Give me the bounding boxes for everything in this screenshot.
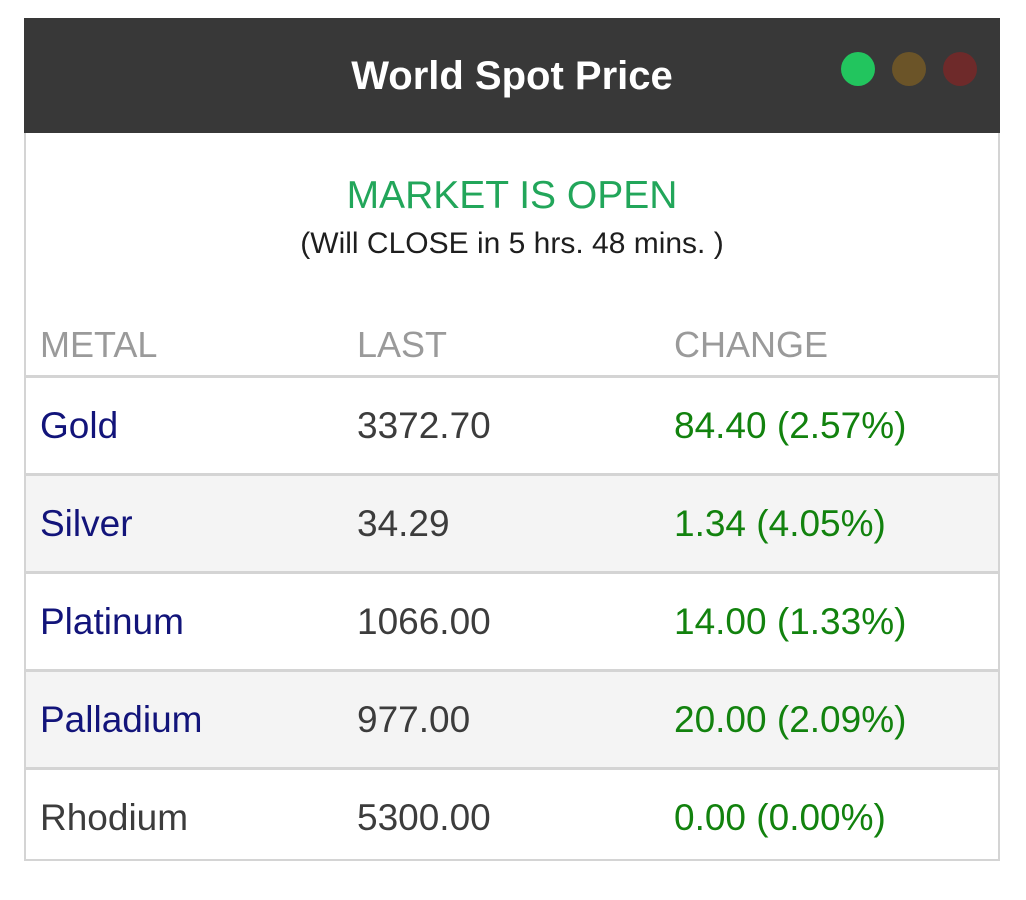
last-price: 977.00: [357, 699, 471, 740]
market-status: MARKET IS OPEN: [346, 174, 678, 217]
red-dot-icon[interactable]: [943, 52, 977, 86]
last-price: 34.29: [357, 503, 450, 544]
metal-link-gold[interactable]: Gold: [40, 405, 119, 446]
price-change: 20.00 (2.09%): [674, 699, 907, 740]
metal-name-rhodium: Rhodium: [40, 797, 189, 838]
table-row: Gold 3372.70 84.40 (2.57%): [26, 375, 998, 473]
price-change: 14.00 (1.33%): [674, 601, 907, 642]
table-header: METAL LAST CHANGE: [26, 305, 998, 376]
table-row: Rhodium 5300.00 0.00 (0.00%): [26, 767, 998, 865]
green-dot-icon[interactable]: [841, 52, 875, 86]
header-last: LAST: [357, 324, 448, 365]
header-change: CHANGE: [674, 324, 829, 365]
metal-link-palladium[interactable]: Palladium: [40, 699, 203, 740]
market-close-note: (Will CLOSE in 5 hrs. 48 mins. ): [300, 227, 724, 260]
table-row: Silver 34.29 1.34 (4.05%): [26, 473, 998, 571]
header-metal: METAL: [40, 324, 158, 365]
brown-dot-icon[interactable]: [892, 52, 926, 86]
table-row: Platinum 1066.00 14.00 (1.33%): [26, 571, 998, 669]
metal-link-silver[interactable]: Silver: [40, 503, 133, 544]
widget-title: World Spot Price: [351, 54, 673, 98]
price-table: Gold 3372.70 84.40 (2.57%) Silver 34.29 …: [26, 375, 998, 865]
metal-link-platinum[interactable]: Platinum: [40, 601, 184, 642]
table-row: Palladium 977.00 20.00 (2.09%): [26, 669, 998, 767]
spot-price-widget: World Spot Price MARKET IS OPEN (Will CL…: [24, 18, 1000, 861]
price-change: 84.40 (2.57%): [674, 405, 907, 446]
title-bar: World Spot Price: [24, 18, 1000, 133]
last-price: 1066.00: [357, 601, 491, 642]
price-change: 1.34 (4.05%): [674, 503, 886, 544]
last-price: 3372.70: [357, 405, 491, 446]
last-price: 5300.00: [357, 797, 491, 838]
price-change: 0.00 (0.00%): [674, 797, 886, 838]
